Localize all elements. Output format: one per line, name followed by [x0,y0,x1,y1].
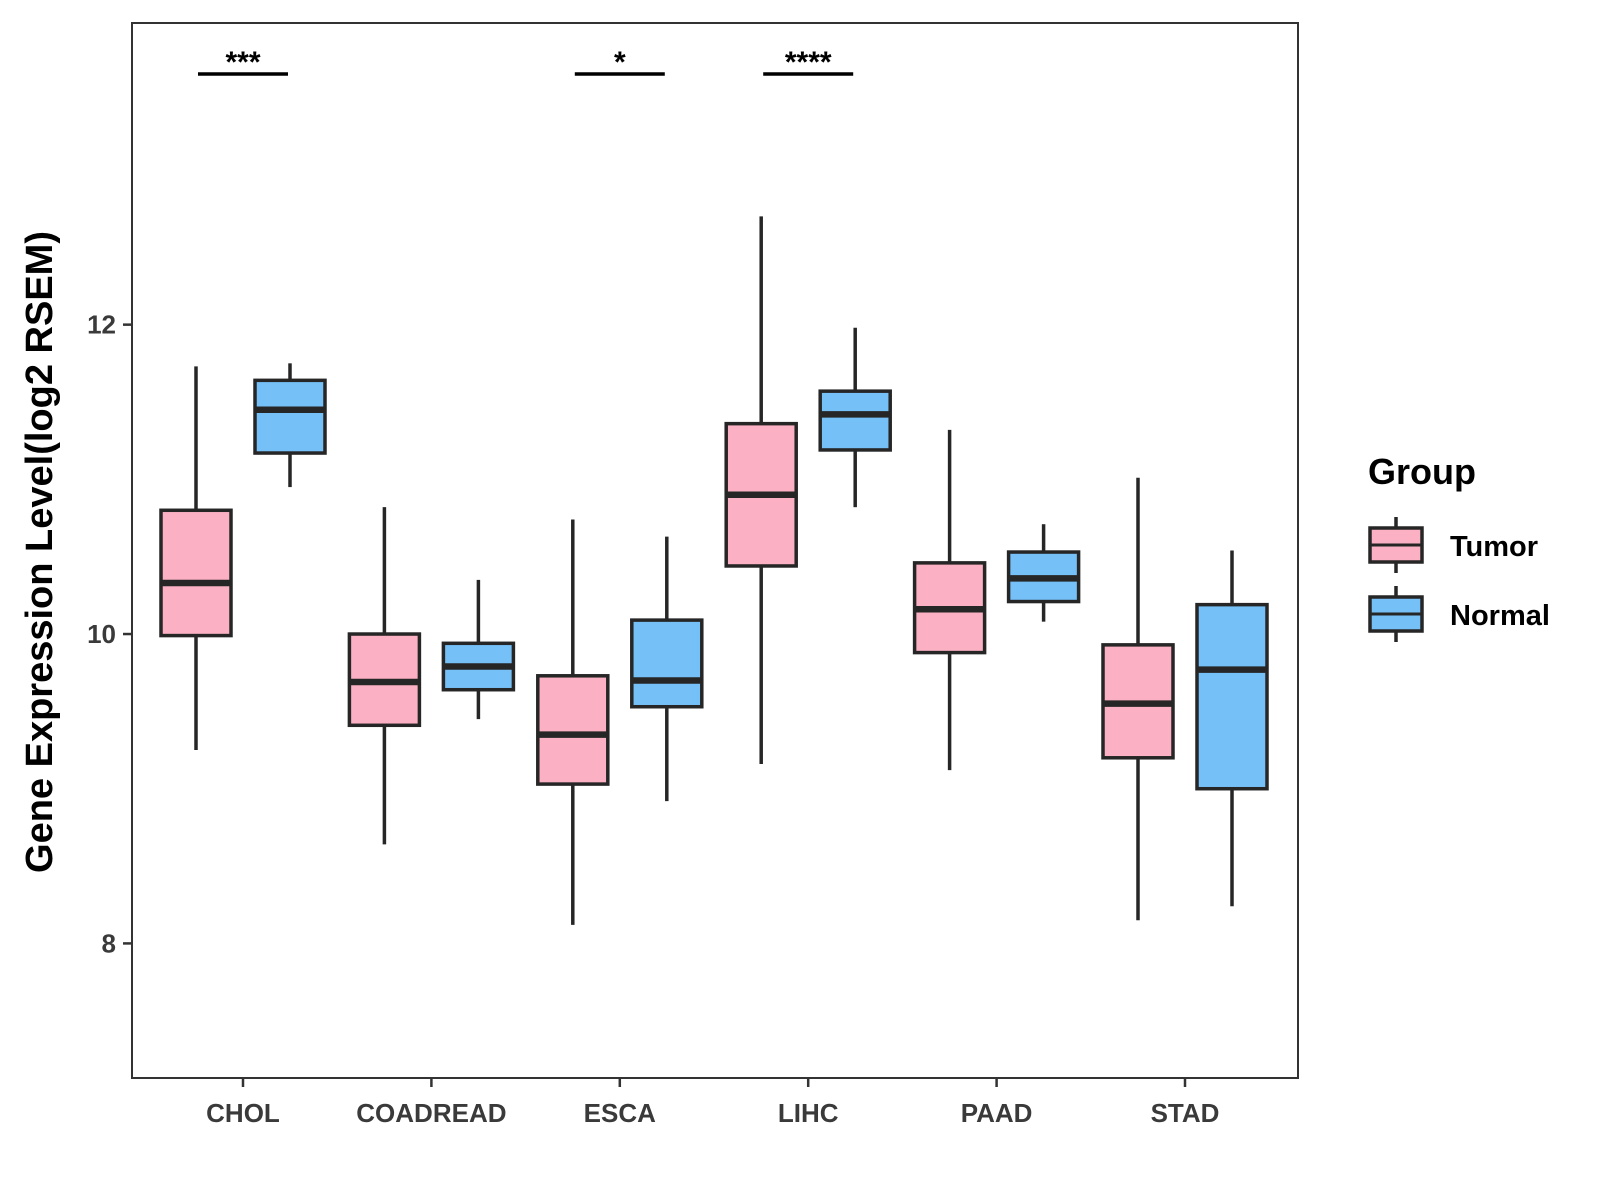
box-normal-coadread [441,579,516,720]
legend-keys: Tumor Normal [1368,517,1550,642]
x-tick-label: LIHC [778,1098,839,1128]
x-tick-label: CHOL [206,1098,280,1128]
box-tumor-coadread [347,507,422,845]
y-tick-label: 8 [102,928,116,958]
legend-key-normal [1368,586,1424,642]
significance-label: * [614,46,626,79]
box-body [536,674,610,786]
box-body [159,508,233,638]
box-tumor-lihc [724,216,798,764]
box-tumor-chol [159,366,233,751]
x-tick-label: STAD [1151,1098,1220,1128]
y-tick-label: 12 [87,310,116,340]
significance-label: *** [225,46,260,79]
box-tumor-stad [1101,477,1175,921]
box-body [1195,602,1269,791]
legend-label-tumor: Tumor [1450,531,1538,563]
box-normal-chol [253,363,327,488]
x-tick-label: ESCA [584,1098,656,1128]
box-normal-paad [1006,524,1081,622]
box-tumor-paad [912,429,987,771]
x-tick-label: COADREAD [356,1098,506,1128]
legend-title: Group [1368,451,1476,492]
box-normal-lihc [818,327,892,508]
box-body [253,378,327,455]
y-axis-label: Gene Expression Level(log2 RSEM) [19,231,61,873]
panel-border [131,22,1299,1079]
x-tick-label: PAAD [961,1098,1033,1128]
y-tick-label: 10 [87,619,116,649]
box-tumor-esca [536,519,610,925]
box-normal-stad [1195,550,1269,907]
legend-label-normal: Normal [1450,600,1550,632]
legend-key-tumor [1368,517,1424,573]
box-body [630,618,704,709]
box-normal-esca [630,536,704,802]
legend: Group Tumor Normal [1368,451,1550,642]
box-body [818,389,892,452]
significance-label: **** [785,46,832,79]
